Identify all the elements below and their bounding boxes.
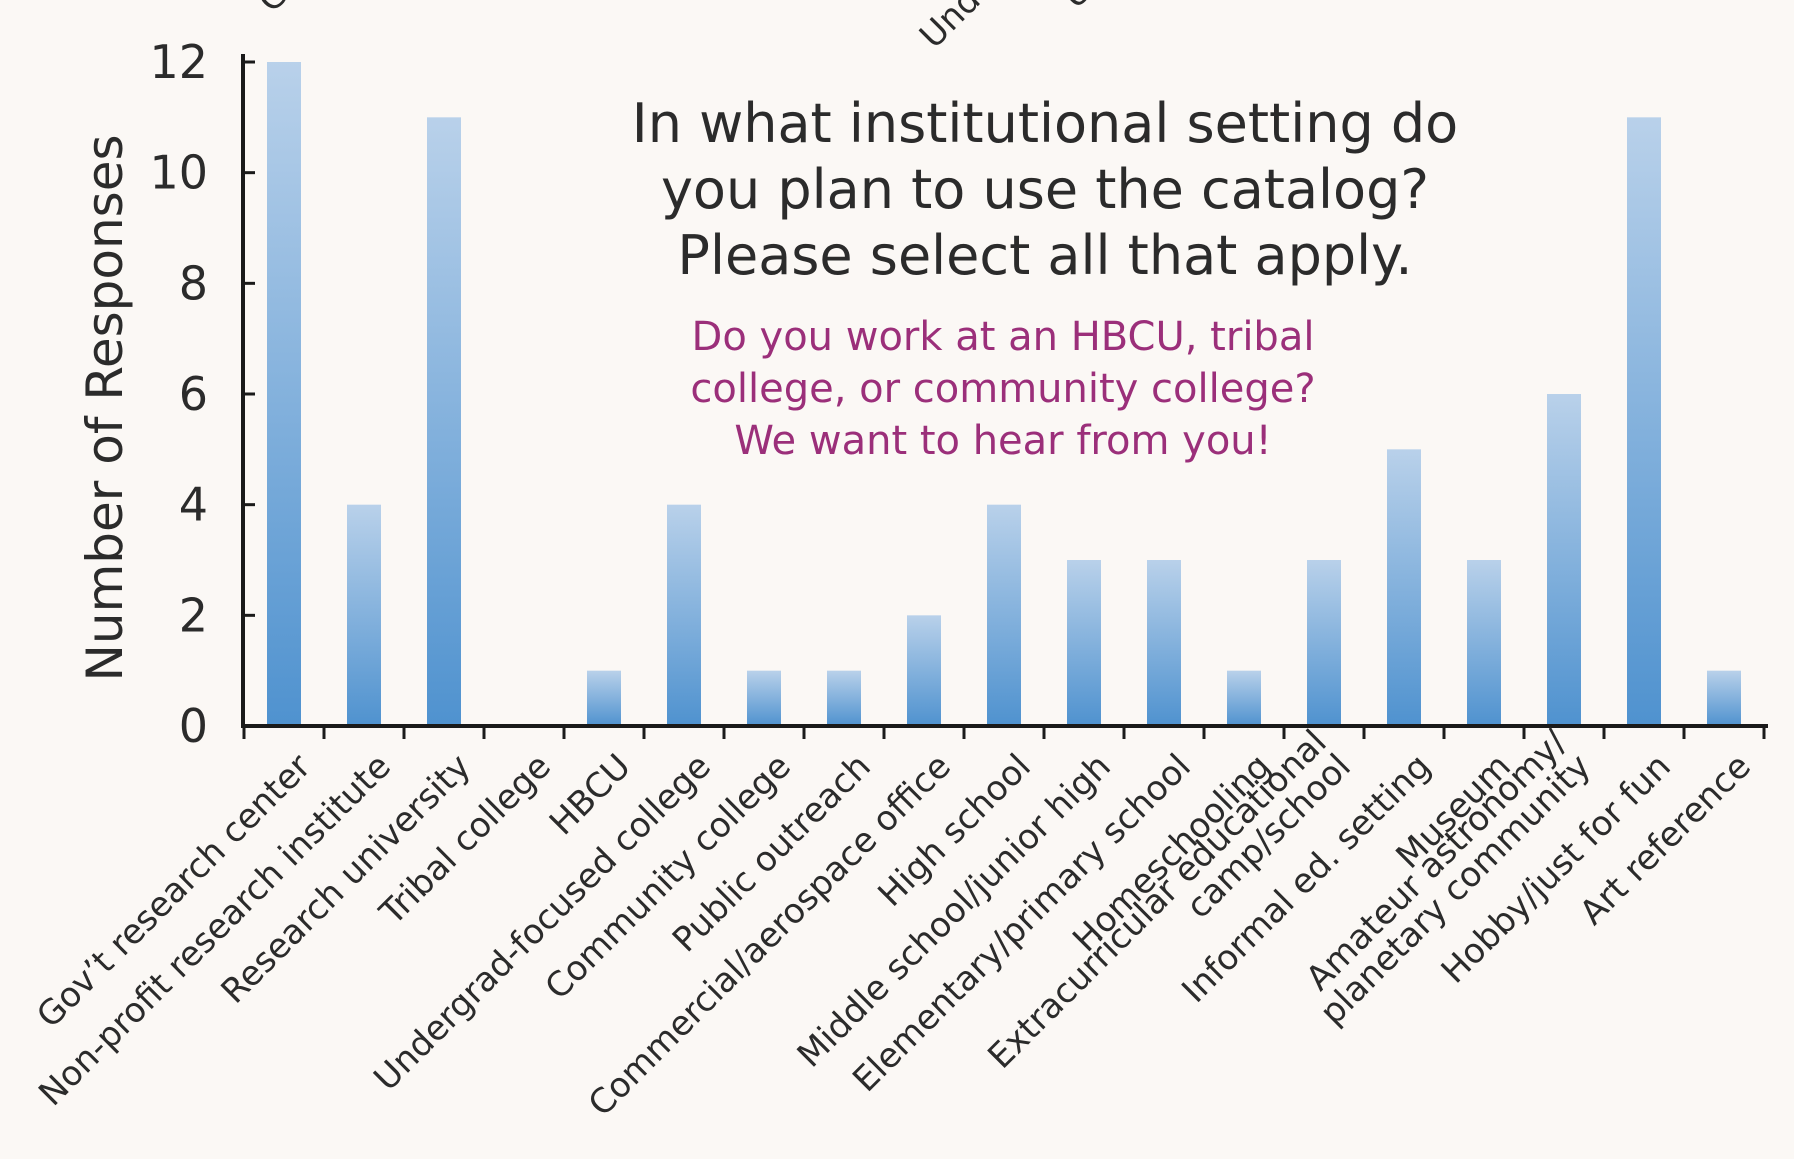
bar-14 [1387,449,1421,726]
svg-text:Please select all that apply.: Please select all that apply. [677,224,1412,287]
clipped-top-label: U [1054,0,1100,16]
bar-8 [907,615,941,726]
bar-4 [587,670,621,726]
bar-17 [1627,117,1661,727]
svg-text:In what institutional setting: In what institutional setting do [632,92,1458,155]
bar-13 [1307,560,1341,726]
bar-5 [667,504,701,726]
svg-text:college, or community college?: college, or community college? [690,366,1315,412]
svg-text:We want to hear from you!: We want to hear from you! [734,418,1271,464]
x-tick-label: Non-profit research institute [31,746,399,1114]
clipped-top-label: Und [912,0,988,56]
y-tick-label: 8 [179,256,208,310]
bar-12 [1227,670,1261,726]
y-tick-label: 2 [179,588,208,642]
bar-15 [1467,560,1501,726]
bar-18 [1707,670,1741,726]
svg-text:Non-profit research institute: Non-profit research institute [31,746,399,1114]
svg-text:you plan to use the catalog?: you plan to use the catalog? [661,158,1429,221]
chart-subtitle: Do you work at an HBCU, tribal college, o… [690,314,1315,464]
bar-9 [987,504,1021,726]
bar-10 [1067,560,1101,726]
bar-0 [267,62,301,726]
y-tick-label: 0 [179,699,208,753]
svg-text:Do you work at an HBCU, tribal: Do you work at an HBCU, tribal [692,314,1315,360]
y-axis-label: Number of Responses [76,134,134,681]
bar-6 [747,670,781,726]
y-tick-label: 12 [149,35,208,89]
bar-2 [427,117,461,727]
axes-layer [241,54,1768,739]
y-tick-label: 4 [179,478,208,532]
y-tick-label: 6 [179,367,208,421]
bar-1 [347,504,381,726]
bar-16 [1547,394,1581,726]
y-tick-label: 10 [149,146,208,200]
bars-layer [267,62,1741,727]
bar-11 [1147,560,1181,726]
clipped-top-label: Gr [250,0,307,20]
bar-7 [827,670,861,726]
